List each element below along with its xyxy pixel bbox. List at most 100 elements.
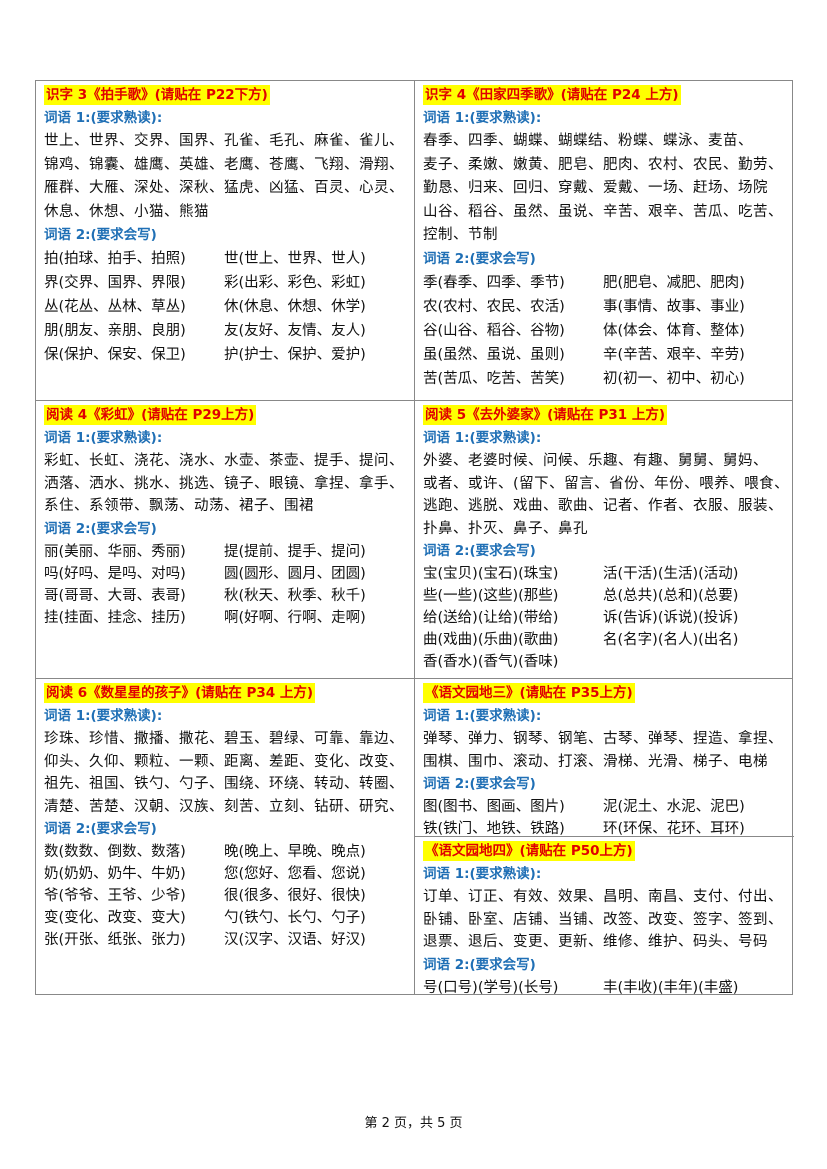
write-words-row: 宝(宝贝)(宝石)(珠宝) 活(干活)(生活)(活动) (423, 563, 787, 585)
write-words-label: 词语 2:(要求会写) (423, 543, 536, 559)
read-words-label: 词语 1:(要求熟读): (423, 708, 542, 724)
read-words-line: 珍珠、珍惜、撒播、撒花、碧玉、碧绿、可靠、靠边、 (44, 731, 404, 747)
read-words-line: 或者、或许、(留下、留言、省份、年份、喂养、喂食、 (423, 475, 790, 492)
write-word-entry: 爷(爷爷、王爷、少爷) (44, 888, 186, 904)
write-word-entry: 晚(晚上、早晚、晚点) (224, 844, 366, 860)
read-words-label: 词语 1:(要求熟读): (423, 110, 542, 126)
write-word-entry: 苦(苦瓜、吃苦、苦笑) (423, 370, 565, 387)
write-word-entry: 啊(好啊、行啊、走啊) (224, 609, 366, 626)
write-words-row: 谷(山谷、稻谷、谷物) 体(体会、体育、整体) (423, 319, 787, 343)
lesson-cell: 《语文园地三》(请贴在 P35上方) 词语 1:(要求熟读): 弹琴、弹力、钢琴、钢… (415, 679, 793, 836)
read-words-line: 洒落、洒水、挑水、挑选、镜子、眼镜、拿捏、拿手、 (44, 475, 404, 492)
read-words-label: 词语 1:(要求熟读): (423, 430, 542, 446)
write-words-row: 苦(苦瓜、吃苦、苦笑) 初(初一、初中、初心) (423, 367, 787, 391)
write-word-entry: 事(事情、故事、事业) (603, 298, 745, 315)
write-word-entry: 拍(拍球、拍手、拍照) (44, 251, 186, 267)
row-divider (414, 836, 794, 837)
write-words-row: 哥(哥哥、大哥、表哥) 秋(秋天、秋季、秋千) (44, 585, 408, 607)
write-words-row: 给(送给)(让给)(带给) 诉(告诉)(诉说)(投诉) (423, 607, 787, 629)
write-words-label: 词语 2:(要求会写) (44, 227, 157, 243)
read-words-line: 控制、节制 (423, 227, 498, 243)
vocabulary-table: 识字 3《拍手歌》(请贴在 P22下方) 词语 1:(要求熟读): 世上、世界、交界… (35, 80, 794, 996)
write-words-row: 挂(挂面、挂念、挂历) 啊(好啊、行啊、走啊) (44, 607, 408, 629)
write-words-label: 词语 2:(要求会写) (44, 821, 157, 837)
read-words-line: 春季、四季、蝴蝶、蝴蝶结、粉蝶、蝶泳、麦苗、 (423, 133, 753, 149)
read-words-line: 外婆、老婆时候、问候、乐趣、有趣、舅舅、舅妈、 (423, 453, 768, 469)
write-words-row: 吗(好吗、是吗、对吗) 圆(圆形、圆月、团圆) (44, 563, 408, 585)
read-words-line: 围棋、围巾、滚动、打滚、滑梯、光滑、梯子、电梯 (423, 753, 768, 770)
write-word-entry: 季(春季、四季、季节) (423, 274, 565, 291)
write-word-entry: 世(世上、世界、世人) (224, 251, 366, 267)
read-words-line: 世上、世界、交界、国界、孔雀、毛孔、麻雀、雀儿、 (44, 133, 404, 149)
write-word-entry: 总(总共)(总和)(总要) (603, 588, 739, 604)
read-words-label: 词语 1:(要求熟读): (44, 110, 163, 126)
write-words-row: 丽(美丽、华丽、秀丽) 提(提前、提手、提问) (44, 541, 408, 563)
write-word-entry: 铁(铁门、地铁、铁路) (423, 821, 565, 836)
read-words-line: 锦鸡、锦囊、雄鹰、英雄、老鹰、苍鹰、飞翔、滑翔、 (44, 156, 404, 173)
write-word-entry: 休(休息、休想、休学) (224, 299, 366, 315)
write-words-row: 号(口号)(学号)(长号) 丰(丰收)(丰年)(丰盛) (423, 977, 787, 996)
write-word-entry: 您(您好、您看、您说) (224, 866, 366, 882)
write-word-entry: 谷(山谷、稻谷、谷物) (423, 322, 565, 339)
page-footer: 第 2 页，共 5 页 (364, 1116, 463, 1131)
write-words-row: 朋(朋友、亲朋、良朋) 友(友好、友情、友人) (44, 319, 408, 343)
write-word-entry: 彩(出彩、彩色、彩虹) (224, 275, 366, 291)
read-words-line: 扑鼻、扑灭、鼻子、鼻孔 (423, 520, 588, 537)
write-word-entry: 诉(告诉)(诉说)(投诉) (603, 610, 739, 626)
write-word-entry: 号(口号)(学号)(长号) (423, 979, 559, 996)
read-words-line: 祖先、祖国、铁勺、勺子、围绕、环绕、转动、转圈、 (44, 776, 404, 792)
write-word-entry: 吗(好吗、是吗、对吗) (44, 565, 186, 582)
write-word-entry: 辛(辛苦、艰辛、辛劳) (603, 346, 745, 363)
write-word-entry: 曲(戏曲)(乐曲)(歌曲) (423, 632, 559, 648)
write-word-entry: 宝(宝贝)(宝石)(珠宝) (423, 566, 559, 582)
write-words-row: 季(春季、四季、季节) 肥(肥皂、减肥、肥肉) (423, 271, 787, 295)
read-words-line: 系住、系领带、飘荡、动荡、裙子、围裙 (44, 498, 314, 514)
write-words-row: 香(香水)(香气)(香味) (423, 651, 787, 673)
write-word-entry: 丛(花丛、丛林、草丛) (44, 299, 186, 315)
write-word-entry: 数(数数、倒数、数落) (44, 844, 186, 860)
lesson-cell: 阅读 4《彩虹》(请贴在 P29上方) 词语 1:(要求熟读): 彩虹、长虹、浇花、… (36, 401, 414, 678)
write-words-row: 界(交界、国界、界限) 彩(出彩、彩色、彩虹) (44, 271, 408, 295)
lesson-cell: 阅读 6《数星星的孩子》(请贴在 P34 上方) 词语 1:(要求熟读): 珍珠、珍… (36, 679, 414, 995)
lesson-cell: 识字 3《拍手歌》(请贴在 P22下方) 词语 1:(要求熟读): 世上、世界、交界… (36, 81, 414, 400)
lesson-title: 阅读 5《去外婆家》(请贴在 P31 上方) (423, 405, 668, 425)
write-word-entry: 友(友好、友情、友人) (224, 323, 366, 339)
read-words-line: 卧铺、卧室、店铺、当铺、改签、改变、签字、签到、 (423, 911, 783, 928)
write-word-entry: 朋(朋友、亲朋、良朋) (44, 323, 186, 339)
row-divider (36, 678, 792, 679)
write-word-entry: 农(农村、农民、农活) (423, 298, 565, 315)
write-word-entry: 虽(虽然、虽说、虽则) (423, 346, 565, 363)
write-word-entry: 泥(泥土、水泥、泥巴) (603, 799, 745, 815)
write-words-row: 保(保护、保安、保卫) 护(护士、保护、爱护) (44, 343, 408, 367)
write-word-entry: 很(很多、很好、很快) (224, 888, 366, 904)
read-words-line: 彩虹、长虹、浇花、浇水、水壶、茶壶、提手、提问、 (44, 453, 404, 469)
lesson-title: 识字 3《拍手歌》(请贴在 P22下方) (44, 85, 270, 105)
write-word-entry: 名(名字)(名人)(出名) (603, 632, 739, 648)
write-words-row: 数(数数、倒数、数落) 晚(晚上、早晚、晚点) (44, 841, 408, 863)
write-word-entry: 保(保护、保安、保卫) (44, 347, 186, 363)
write-word-entry: 哥(哥哥、大哥、表哥) (44, 587, 186, 604)
read-words-line: 休息、休想、小猫、熊猫 (44, 203, 209, 220)
write-word-entry: 丰(丰收)(丰年)(丰盛) (603, 979, 739, 996)
lesson-title: 《语文园地四》(请贴在 P50上方) (423, 841, 635, 861)
lesson-cell: 识字 4《田家四季歌》(请贴在 P24 上方) 词语 1:(要求熟读): 春季、四季… (415, 81, 793, 400)
write-word-entry: 环(环保、花环、耳环) (603, 821, 745, 836)
write-word-entry: 活(干活)(生活)(活动) (603, 566, 739, 582)
write-words-row: 张(开张、纸张、张力) 汉(汉字、汉语、好汉) (44, 929, 408, 951)
write-words-row: 丛(花丛、丛林、草丛) 休(休息、休想、休学) (44, 295, 408, 319)
read-words-label: 词语 1:(要求熟读): (423, 866, 542, 882)
write-word-entry: 丽(美丽、华丽、秀丽) (44, 543, 186, 560)
read-words-line: 仰头、久仰、颗粒、一颗、距离、差距、变化、改变、 (44, 753, 404, 770)
lesson-cell: 阅读 5《去外婆家》(请贴在 P31 上方) 词语 1:(要求熟读): 外婆、老婆时… (415, 401, 793, 678)
write-words-row: 变(变化、改变、变大) 勺(铁勺、长勺、勺子) (44, 907, 408, 929)
write-words-row: 图(图书、图画、图片) 泥(泥土、水泥、泥巴) (423, 796, 787, 818)
write-word-entry: 勺(铁勺、长勺、勺子) (224, 910, 366, 926)
read-words-line: 雁群、大雁、深处、深秋、猛虎、凶猛、百灵、心灵、 (44, 180, 404, 196)
write-word-entry: 香(香水)(香气)(香味) (423, 654, 559, 670)
write-words-row: 奶(奶奶、奶牛、牛奶) 您(您好、您看、您说) (44, 863, 408, 885)
write-word-entry: 提(提前、提手、提问) (224, 543, 366, 560)
read-words-line: 订单、订正、有效、效果、昌明、南昌、支付、付出、 (423, 889, 783, 905)
write-words-row: 拍(拍球、拍手、拍照) 世(世上、世界、世人) (44, 247, 408, 271)
write-word-entry: 初(初一、初中、初心) (603, 370, 745, 387)
write-word-entry: 圆(圆形、圆月、团圆) (224, 565, 366, 582)
